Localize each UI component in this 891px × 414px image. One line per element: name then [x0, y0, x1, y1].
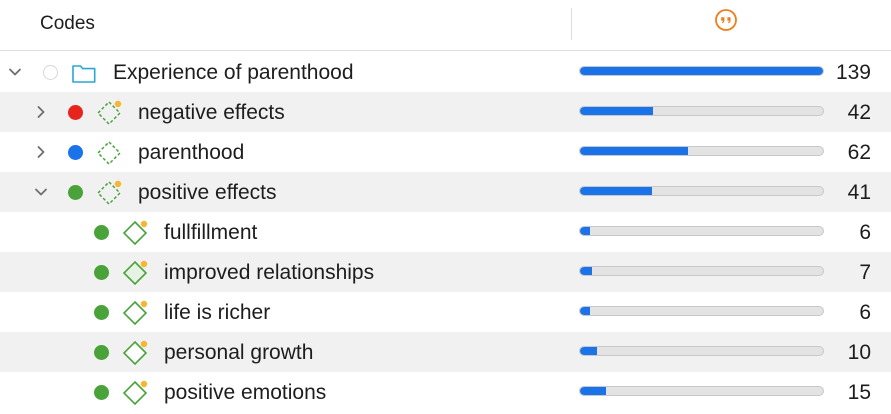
frequency-bar-fill: [580, 147, 689, 155]
row-label: positive emotions: [164, 381, 327, 404]
row-label: negative effects: [138, 101, 285, 124]
frequency-bar: [579, 106, 824, 116]
color-dot-empty: [43, 65, 58, 80]
row-label: life is richer: [164, 301, 271, 324]
tree-row-fullfillment[interactable]: fullfillment 6: [0, 212, 891, 252]
row-label: personal growth: [164, 341, 314, 364]
tree-row-positive-emotions[interactable]: positive emotions 15: [0, 372, 891, 412]
row-count: 42: [847, 101, 871, 124]
code-group-icon: [96, 100, 122, 126]
chevron-down-icon[interactable]: [33, 184, 49, 200]
code-group-icon: [96, 180, 122, 206]
row-label: positive effects: [138, 181, 277, 204]
tree-row-improved-relationships[interactable]: improved relationships 7: [0, 252, 891, 292]
tree-row-positive-effects[interactable]: positive effects 41: [0, 172, 891, 212]
tree-row-parenthood[interactable]: parenthood 62: [0, 132, 891, 172]
color-dot: [68, 105, 83, 120]
code-icon: [122, 300, 148, 326]
chevron-down-icon[interactable]: [7, 64, 23, 80]
code-icon: [122, 220, 148, 246]
row-count: 6: [859, 221, 871, 244]
row-count: 10: [847, 341, 871, 364]
color-dot: [94, 385, 109, 400]
frequency-bar-fill: [580, 67, 823, 75]
frequency-bar: [579, 306, 824, 316]
color-dot: [94, 265, 109, 280]
code-icon: [122, 260, 148, 286]
color-dot: [94, 345, 109, 360]
frequency-bar-fill: [580, 107, 654, 115]
codes-tree: Experience of parenthood 139 negative ef…: [0, 52, 891, 412]
tree-row-negative-effects[interactable]: negative effects 42: [0, 92, 891, 132]
codes-column-title[interactable]: Codes: [40, 13, 95, 34]
code-icon: [122, 340, 148, 366]
frequency-bar-fill: [580, 227, 591, 235]
frequency-bar: [579, 66, 824, 76]
row-count: 7: [859, 261, 871, 284]
frequency-bar: [579, 266, 824, 276]
row-count: 6: [859, 301, 871, 324]
row-label: Experience of parenthood: [113, 61, 354, 84]
tree-row-experience-of-parenthood[interactable]: Experience of parenthood 139: [0, 52, 891, 92]
frequency-bar: [579, 186, 824, 196]
frequency-bar-fill: [580, 187, 652, 195]
row-count: 41: [847, 181, 871, 204]
code-group-icon: [96, 140, 122, 166]
chevron-right-icon[interactable]: [33, 104, 49, 120]
frequency-bar: [579, 386, 824, 396]
tree-row-life-is-richer[interactable]: life is richer 6: [0, 292, 891, 332]
frequency-bar-fill: [580, 267, 593, 275]
code-icon: [122, 380, 148, 406]
row-label: improved relationships: [164, 261, 375, 284]
tree-row-personal-growth[interactable]: personal growth 10: [0, 332, 891, 372]
color-dot: [68, 145, 83, 160]
color-dot: [94, 225, 109, 240]
folder-icon: [72, 65, 96, 83]
color-dot: [94, 305, 109, 320]
chevron-right-icon[interactable]: [33, 144, 49, 160]
row-count: 62: [847, 141, 871, 164]
quotation-icon[interactable]: [714, 8, 738, 32]
frequency-bar-fill: [580, 387, 607, 395]
frequency-bar: [579, 346, 824, 356]
column-divider[interactable]: [571, 8, 572, 40]
frequency-bar-fill: [580, 347, 598, 355]
row-count: 139: [835, 61, 871, 84]
color-dot: [68, 185, 83, 200]
frequency-bar: [579, 146, 824, 156]
frequency-bar: [579, 226, 824, 236]
frequency-bar-fill: [580, 307, 591, 315]
row-label: parenthood: [138, 141, 245, 164]
row-label: fullfillment: [164, 221, 258, 244]
codes-header: Codes: [0, 0, 891, 51]
row-count: 15: [847, 381, 871, 404]
